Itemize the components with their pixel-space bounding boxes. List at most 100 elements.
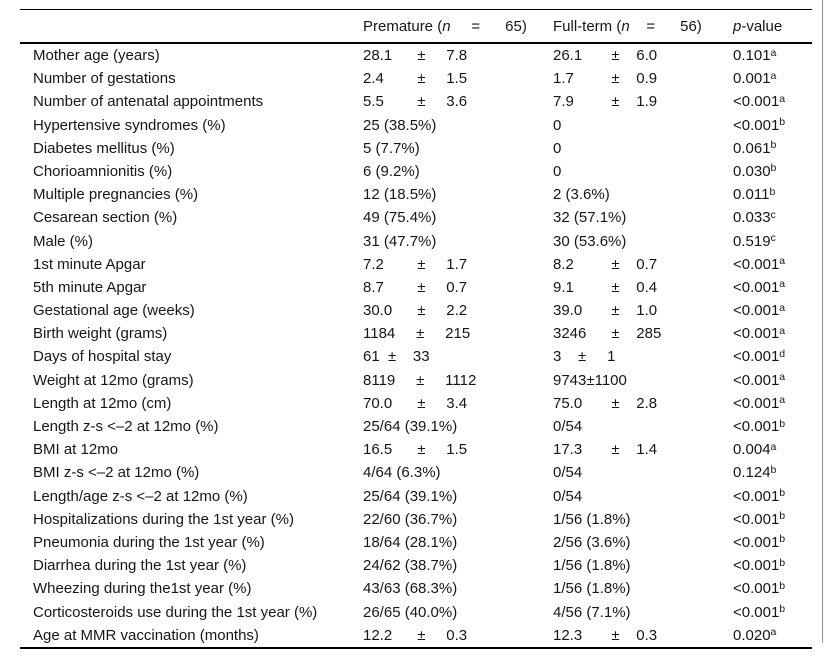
premature-value: 49 (75.4%) [363,209,437,227]
table-row: BMI at 12mo 16.5 ± 1.5 17.3 ± 1.4 0.004a [20,438,812,461]
p-value: 0.020 [733,626,771,644]
table-row: Multiple pregnancies (%) 12 (18.5%) 2 (3… [20,183,812,206]
p-value-superscript: a [779,92,786,105]
p-value-cell: <0.001b [733,554,812,577]
p-value: 0.033 [733,209,771,227]
premature-value: 7.2 ± 1.7 [363,255,468,273]
p-value-cell: 0.011b [733,183,812,206]
premature-value: 2.4 ± 1.5 [363,70,468,88]
p-value: <0.001 [733,116,780,134]
header-premature-n-italic: n [442,18,451,35]
p-value-cell: <0.001a [733,299,812,322]
table-row: BMI z-s <–2 at 12mo (%) 4/64 (6.3%) 0/54… [20,461,812,484]
fullterm-value: 0 [553,162,562,180]
row-label: Pneumonia during the 1st year (%) [33,533,265,551]
table-row: Wheezing during the1st year (%) 43/63 (6… [20,577,812,600]
p-value-superscript: b [779,417,786,430]
premature-value: 25/64 (39.1%) [363,418,458,435]
row-label: Number of gestations [33,70,176,88]
header-fullterm-count: = 56) [629,18,702,35]
p-value-superscript: b [779,487,786,500]
fullterm-value: 17.3 ± 1.4 [553,441,658,459]
table-row: Birth weight (grams) 1184 ± 215 3246 ± 2… [20,322,812,345]
row-label: Birth weight (grams) [33,325,168,343]
table-row: Hospitalizations during the 1st year (%)… [20,508,812,531]
p-value-superscript: b [779,510,786,523]
table-row: Mother age (years) 28.1 ± 7.8 26.1 ± 6.0… [20,44,812,67]
table-row: Pneumonia during the 1st year (%) 18/64 … [20,531,812,554]
fullterm-value: 0/54 [553,487,583,505]
table-row: Cesarean section (%) 49 (75.4%) 32 (57.1… [20,206,812,229]
fullterm-value: 32 (57.1%) [553,209,627,227]
header-premature-prefix: Premature ( [363,18,443,35]
table-row: 5th minute Apgar 8.7 ± 0.7 9.1 ± 0.4 <0.… [20,276,812,299]
p-value-superscript: b [779,116,786,129]
row-label: Mother age (years) [33,47,160,64]
premature-value: 16.5 ± 1.5 [363,441,468,459]
row-label: BMI z-s <–2 at 12mo (%) [33,464,200,482]
table-header-row: Premature (n = 65) Full-term (n = 56) p-… [20,10,812,44]
table-row: Length at 12mo (cm) 70.0 ± 3.4 75.0 ± 2.… [20,392,812,415]
premature-value: 26/65 (40.0%) [363,603,458,621]
p-value: 0.101 [733,47,771,64]
row-label: Gestational age (weeks) [33,302,195,320]
p-value: 0.519 [733,232,771,250]
fullterm-value: 1/56 (1.8%) [553,510,631,528]
table-row: Weight at 12mo (grams) 8119 ± 1112 9743±… [20,369,812,392]
row-label: Male (%) [33,232,94,250]
p-value: <0.001 [733,394,780,412]
p-value-superscript: a [770,440,777,453]
premature-value: 22/60 (36.7%) [363,510,458,528]
fullterm-value: 30 (53.6%) [553,232,627,250]
header-premature-count: = 65) [450,18,527,35]
fullterm-value: 39.0 ± 1.0 [553,302,658,320]
premature-value: 31 (47.7%) [363,232,437,250]
p-value-cell: <0.001b [733,508,812,531]
fullterm-value: 75.0 ± 2.8 [553,394,658,412]
premature-value: 12 (18.5%) [363,186,437,204]
fullterm-value: 3 ± 1 [553,348,616,366]
header-pvalue-suffix: -value [741,18,783,35]
p-value-superscript: a [779,394,786,407]
row-label: Chorioamnionitis (%) [33,162,173,180]
p-value: 0.030 [733,162,771,180]
p-value-superscript: a [779,371,786,384]
header-premature: Premature (n = 65) [363,10,553,44]
premature-value: 28.1 ± 7.8 [363,47,468,64]
p-value: <0.001 [733,603,780,621]
premature-value: 1184 ± 215 [363,325,471,343]
p-value: <0.001 [733,371,780,389]
p-value: <0.001 [733,487,780,505]
row-label: 1st minute Apgar [33,255,146,273]
header-fullterm-n-italic: n [621,18,630,35]
premature-value: 6 (9.2%) [363,162,420,180]
table-row: Corticosteroids use during the 1st year … [20,601,812,624]
row-label: Corticosteroids use during the 1st year … [33,603,318,621]
p-value-superscript: b [779,533,786,546]
fullterm-value: 1/56 (1.8%) [553,580,631,598]
fullterm-value: 1.7 ± 0.9 [553,70,658,88]
row-label: Length/age z-s <–2 at 12mo (%) [33,487,248,505]
p-value-cell: <0.001a [733,253,812,276]
row-label: Hypertensive syndromes (%) [33,116,226,134]
p-value-cell: 0.519c [733,230,812,253]
p-value: 0.001 [733,70,771,88]
row-label: Multiple pregnancies (%) [33,186,199,204]
p-value-superscript: a [770,46,777,59]
p-value: 0.061 [733,139,771,157]
p-value: 0.011 [733,186,770,204]
premature-value: 8119 ± 1112 [363,371,477,389]
p-value-cell: 0.124b [733,461,812,484]
fullterm-value: 3246 ± 285 [553,325,662,343]
row-label: BMI at 12mo [33,441,119,459]
table-row: Hypertensive syndromes (%) 25 (38.5%) 0 … [20,114,812,137]
row-label: Wheezing during the1st year (%) [33,580,252,598]
table-row: Gestational age (weeks) 30.0 ± 2.2 39.0 … [20,299,812,322]
p-value-cell: <0.001a [733,369,812,392]
fullterm-value: 7.9 ± 1.9 [553,93,658,111]
premature-value: 43/63 (68.3%) [363,580,458,598]
p-value-cell: <0.001b [733,601,812,624]
p-value-cell: 0.030b [733,160,812,183]
fullterm-value: 0 [553,139,562,157]
